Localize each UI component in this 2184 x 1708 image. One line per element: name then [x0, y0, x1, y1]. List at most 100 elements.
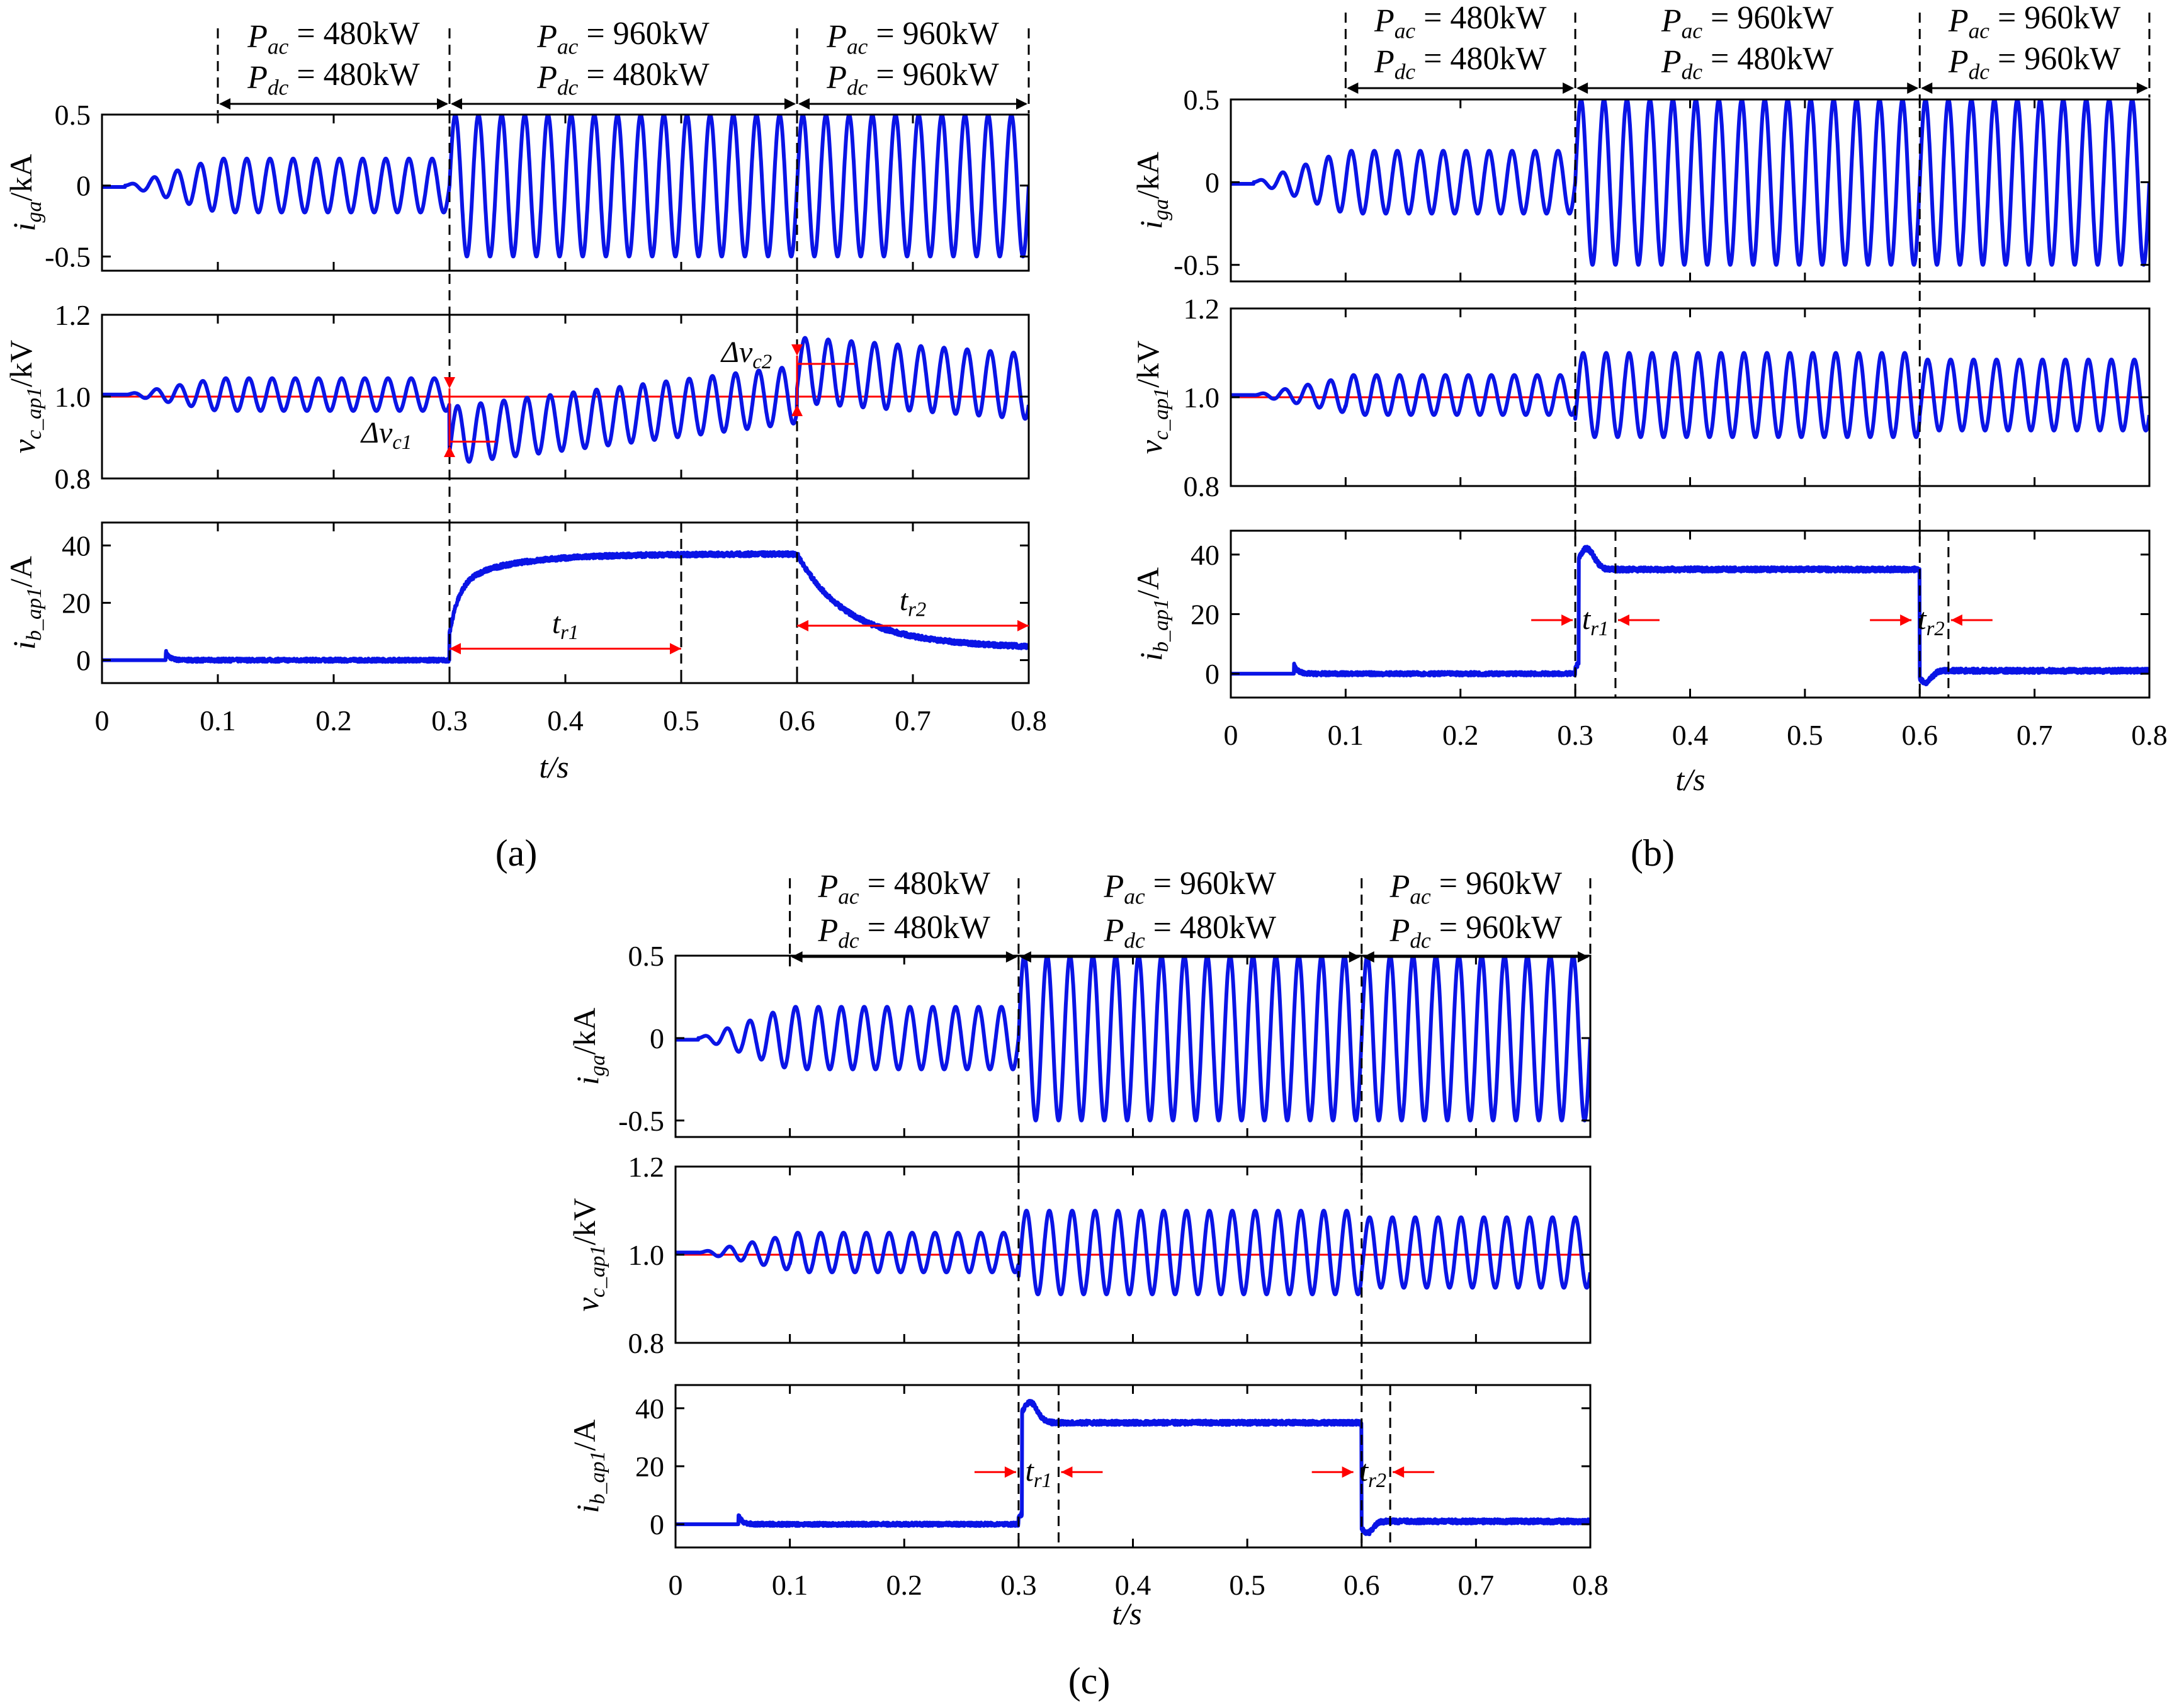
- pac-label: Pac = 960kW: [826, 16, 999, 59]
- y-tick-label: 0.5: [628, 940, 665, 972]
- arrow-head: [791, 405, 803, 416]
- subplot-vc: 1.2 1.0 0.8 vc_ap1/kV: [3, 299, 1030, 495]
- waveform-vc: [1231, 351, 2149, 439]
- pdc-label: Pdc = 480kW: [536, 57, 710, 100]
- pdc-label: Pdc = 480kW: [1104, 910, 1277, 953]
- y-axis-label: vc_ap1/kV: [3, 340, 46, 453]
- dvc1-label: Δvc1: [360, 416, 412, 454]
- x-tick-label: 0.8: [2131, 719, 2168, 751]
- x-tick-label: 0.5: [1229, 1569, 1265, 1601]
- x-tick-label: 0.3: [1000, 1569, 1037, 1601]
- arrow-head: [1921, 82, 1933, 94]
- panel-label: (a): [495, 832, 538, 874]
- panel-a: 0.5 0 -0.5 iga/kA 1.2 1.0 0.8 vc_ap1/kV 40 20 0 ib_…: [3, 16, 1047, 874]
- x-tick-label: 0: [1224, 719, 1238, 751]
- y-tick-label: 0.5: [55, 99, 91, 131]
- pdc-label: Pdc = 960kW: [826, 57, 999, 100]
- arrow-head: [791, 951, 803, 963]
- subplot-vc: 1.2 1.0 0.8 vc_ap1/kV: [1130, 293, 2151, 502]
- arrow-head: [450, 643, 461, 655]
- x-tick-label: 0.4: [547, 704, 584, 737]
- pac-label: Pac = 480kW: [1374, 0, 1547, 43]
- y-tick-label: -0.5: [618, 1105, 664, 1137]
- arrow-head: [1342, 1466, 1354, 1478]
- arrow-head: [1017, 619, 1029, 631]
- x-tick-label: 0.5: [1787, 719, 1823, 751]
- waveform-vc: [676, 1209, 1590, 1296]
- arrow-head: [670, 643, 681, 655]
- arrow-head: [1576, 82, 1588, 94]
- arrow-head: [1016, 98, 1027, 110]
- x-tick-label: 0.1: [200, 704, 236, 737]
- x-axis-label: t/s: [539, 749, 569, 784]
- y-tick-label: 0: [76, 645, 91, 677]
- tr2-label: tr2: [1918, 602, 1944, 640]
- arrow-head: [798, 98, 810, 110]
- y-tick-label: 40: [1191, 539, 1219, 571]
- y-tick-label: -0.5: [45, 240, 91, 273]
- y-axis-label: ib_ap1/A: [3, 556, 46, 650]
- subplot-ib: 40 20 0 ib_ap1/A: [3, 521, 1030, 684]
- arrow-head: [1900, 614, 1912, 626]
- y-tick-label: 1.2: [1184, 293, 1220, 325]
- arrow-head: [1563, 82, 1575, 94]
- y-tick-label: 0.8: [55, 463, 91, 495]
- pdc-label: Pdc = 480kW: [817, 910, 990, 953]
- pac-label: Pac = 960kW: [1661, 0, 1834, 43]
- pdc-label: Pdc = 960kW: [1948, 41, 2121, 84]
- y-tick-label: 0: [650, 1508, 664, 1541]
- tr2-label: tr2: [1360, 1454, 1386, 1492]
- x-axis-label: t/s: [1112, 1596, 1141, 1631]
- y-tick-label: 0.8: [1184, 470, 1220, 502]
- arrow-head: [791, 344, 803, 356]
- y-tick-label: 0: [650, 1022, 664, 1055]
- x-tick-label: 0.2: [886, 1569, 923, 1601]
- y-axis-label: iga/kA: [3, 154, 46, 232]
- x-tick-label: 0.2: [315, 704, 352, 737]
- y-tick-label: 40: [62, 529, 91, 562]
- tr2-label: tr2: [900, 584, 926, 621]
- arrow-head: [1950, 614, 1962, 626]
- y-tick-label: 0: [76, 170, 91, 202]
- arrow-head: [797, 619, 808, 631]
- x-tick-label: 0.2: [1442, 719, 1479, 751]
- x-tick-label: 0.7: [1458, 1569, 1495, 1601]
- waveform-iga: [1231, 99, 2149, 267]
- x-tick-label: 0.4: [1115, 1569, 1151, 1601]
- y-tick-label: 0.8: [628, 1327, 665, 1359]
- arrow-head: [1561, 614, 1573, 626]
- pac-label: Pac = 480kW: [247, 16, 420, 59]
- x-tick-label: 0.3: [431, 704, 468, 737]
- arrow-head: [444, 446, 455, 457]
- x-tick-label: 0.1: [1328, 719, 1364, 751]
- arrow-head: [1061, 1466, 1073, 1478]
- waveform-ib: [1231, 545, 2149, 687]
- x-tick-label: 0.1: [772, 1569, 808, 1601]
- panel-label: (c): [1068, 1660, 1111, 1702]
- waveform-iga: [102, 115, 1029, 259]
- pac-label: Pac = 480kW: [817, 866, 990, 909]
- y-tick-label: 1.0: [55, 381, 91, 413]
- arrow-head: [444, 377, 455, 388]
- arrow-head: [437, 98, 448, 110]
- x-tick-label: 0.6: [1344, 1569, 1380, 1601]
- arrow-head: [1617, 614, 1629, 626]
- waveform-ib: [676, 1399, 1590, 1536]
- y-axis-label: iga/kA: [1130, 152, 1173, 229]
- arrow-head: [1005, 951, 1017, 963]
- x-tick-label: 0: [669, 1569, 683, 1601]
- subplot-ib: 40 20 0 ib_ap1/A: [1130, 529, 2151, 699]
- arrow-head: [451, 98, 462, 110]
- arrow-head: [1004, 1466, 1016, 1478]
- tr1-label: tr1: [552, 606, 579, 644]
- pac-label: Pac = 960kW: [1389, 866, 1563, 909]
- tr1-label: tr1: [1025, 1454, 1051, 1492]
- y-tick-label: 1.0: [628, 1239, 665, 1271]
- waveform-ib: [102, 550, 1029, 664]
- pdc-label: Pdc = 480kW: [1374, 41, 1547, 84]
- y-tick-label: 20: [1191, 599, 1219, 631]
- y-tick-label: -0.5: [1174, 249, 1219, 281]
